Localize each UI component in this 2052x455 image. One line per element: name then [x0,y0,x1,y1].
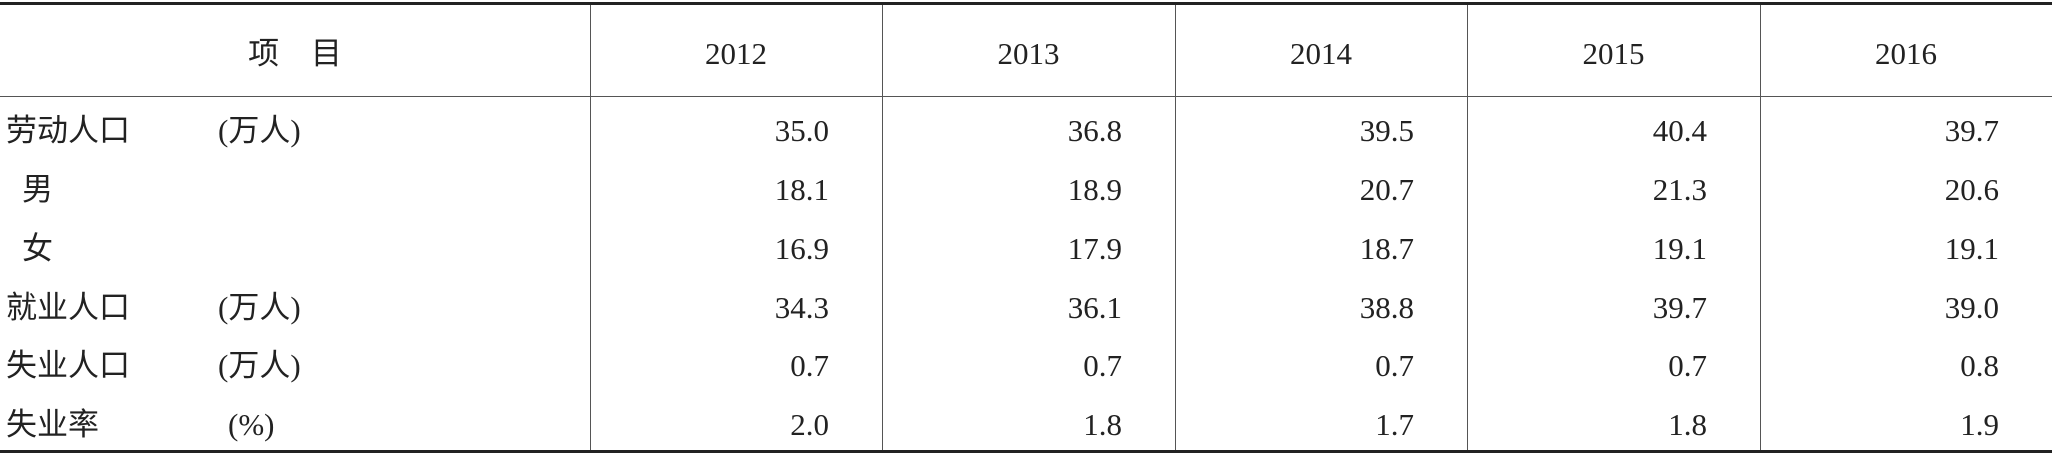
value-cell: 16.9 [774,231,829,266]
row-unit: (万人) [218,113,301,148]
value-cell: 1.9 [1960,407,1999,442]
value-cell: 20.7 [1359,172,1414,207]
column-divider [1467,5,1468,450]
value-cell: 1.7 [1375,407,1414,442]
bottom-rule [0,450,2052,453]
header-year: 2013 [997,36,1060,71]
value-cell: 18.9 [1067,172,1122,207]
value-cell: 18.1 [774,172,829,207]
value-cell: 36.1 [1067,290,1122,325]
row-label: 劳动人口 [6,113,130,148]
value-cell: 21.3 [1652,172,1707,207]
value-cell: 36.8 [1067,113,1122,148]
value-cell: 18.7 [1359,231,1414,266]
value-cell: 2.0 [790,407,829,442]
value-cell: 0.7 [1668,348,1707,383]
top-rule [0,2,2052,5]
row-label: 女 [22,231,53,266]
value-cell: 40.4 [1652,113,1707,148]
row-label: 就业人口 [6,290,130,325]
value-cell: 39.0 [1944,290,1999,325]
header-rule [0,96,2052,97]
header-item: 项 目 [248,36,342,71]
value-cell: 0.7 [790,348,829,383]
value-cell: 39.7 [1652,290,1707,325]
header-year: 2016 [1875,36,1937,71]
column-divider [1175,5,1176,450]
value-cell: 34.3 [774,290,829,325]
column-divider [882,5,883,450]
value-cell: 1.8 [1083,407,1122,442]
value-cell: 1.8 [1668,407,1707,442]
row-unit: (万人) [218,290,301,325]
value-cell: 39.7 [1944,113,1999,148]
value-cell: 39.5 [1359,113,1414,148]
header-year: 2014 [1290,36,1352,71]
value-cell: 38.8 [1359,290,1414,325]
value-cell: 19.1 [1652,231,1707,266]
row-unit: (%) [228,407,275,442]
row-label: 男 [22,172,53,207]
header-year: 2012 [705,36,767,71]
value-cell: 35.0 [774,113,829,148]
row-label: 失业人口 [6,348,130,383]
value-cell: 19.1 [1944,231,1999,266]
value-cell: 0.7 [1375,348,1414,383]
row-label: 失业率 [6,407,99,442]
value-cell: 0.8 [1960,348,1999,383]
value-cell: 0.7 [1083,348,1122,383]
row-unit: (万人) [218,348,301,383]
value-cell: 20.6 [1944,172,1999,207]
column-divider [1760,5,1761,450]
value-cell: 17.9 [1067,231,1122,266]
header-year: 2015 [1582,36,1645,71]
column-divider [590,5,591,450]
